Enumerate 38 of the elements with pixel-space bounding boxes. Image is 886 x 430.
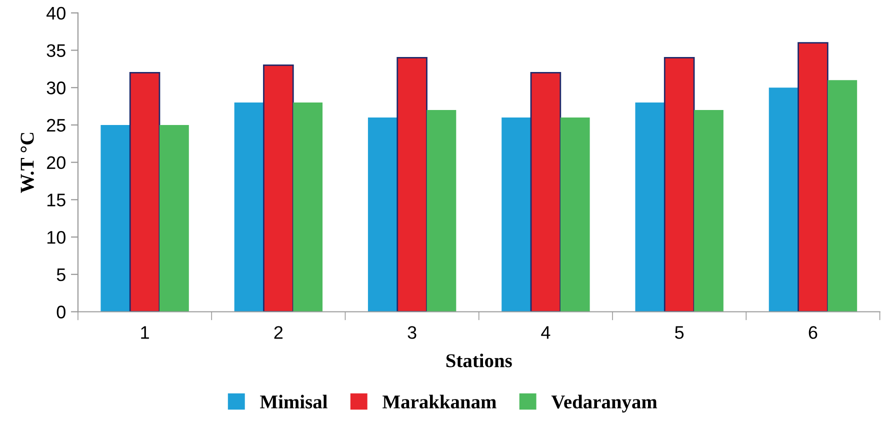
bar: [664, 57, 695, 312]
y-tick-label: 35: [46, 44, 66, 57]
y-tick-label: 30: [46, 82, 66, 94]
x-tick-label: 1: [141, 326, 149, 339]
y-tick-label: 10: [47, 230, 66, 244]
y-tick-label: 40: [46, 6, 66, 20]
bar: [530, 72, 562, 312]
bar: [426, 110, 456, 312]
bar: [694, 110, 724, 312]
bar: [768, 88, 798, 312]
y-tick-label: 25: [46, 118, 66, 132]
x-axis-title: Stations: [446, 354, 512, 368]
bar: [798, 42, 828, 312]
bar: [502, 117, 531, 312]
bar: [159, 124, 189, 312]
bar: [560, 117, 590, 312]
bar: [293, 102, 323, 312]
bar: [263, 64, 294, 312]
x-tick-label: 3: [408, 326, 416, 339]
bar: [129, 72, 160, 312]
bar: [234, 102, 264, 312]
x-tick-label: 6: [808, 326, 818, 339]
x-tick-label: 4: [541, 326, 550, 339]
x-tick-label: 5: [675, 326, 684, 339]
y-tick-label: 0: [56, 306, 66, 318]
y-axis-title: W.T °C: [20, 132, 34, 193]
bar: [100, 124, 130, 312]
x-tick-label: 2: [274, 326, 283, 339]
y-tick-label: 15: [47, 194, 66, 206]
legend-label: Vedaranyam: [551, 394, 658, 412]
y-tick-label: 5: [56, 268, 66, 282]
bar: [368, 117, 398, 312]
bar: [635, 102, 665, 312]
bar: [396, 57, 428, 312]
bar: [828, 80, 858, 312]
y-tick-label: 20: [46, 156, 66, 170]
legend-label: Mimisal: [260, 394, 328, 408]
legend-label: Marakkanam: [382, 394, 496, 408]
